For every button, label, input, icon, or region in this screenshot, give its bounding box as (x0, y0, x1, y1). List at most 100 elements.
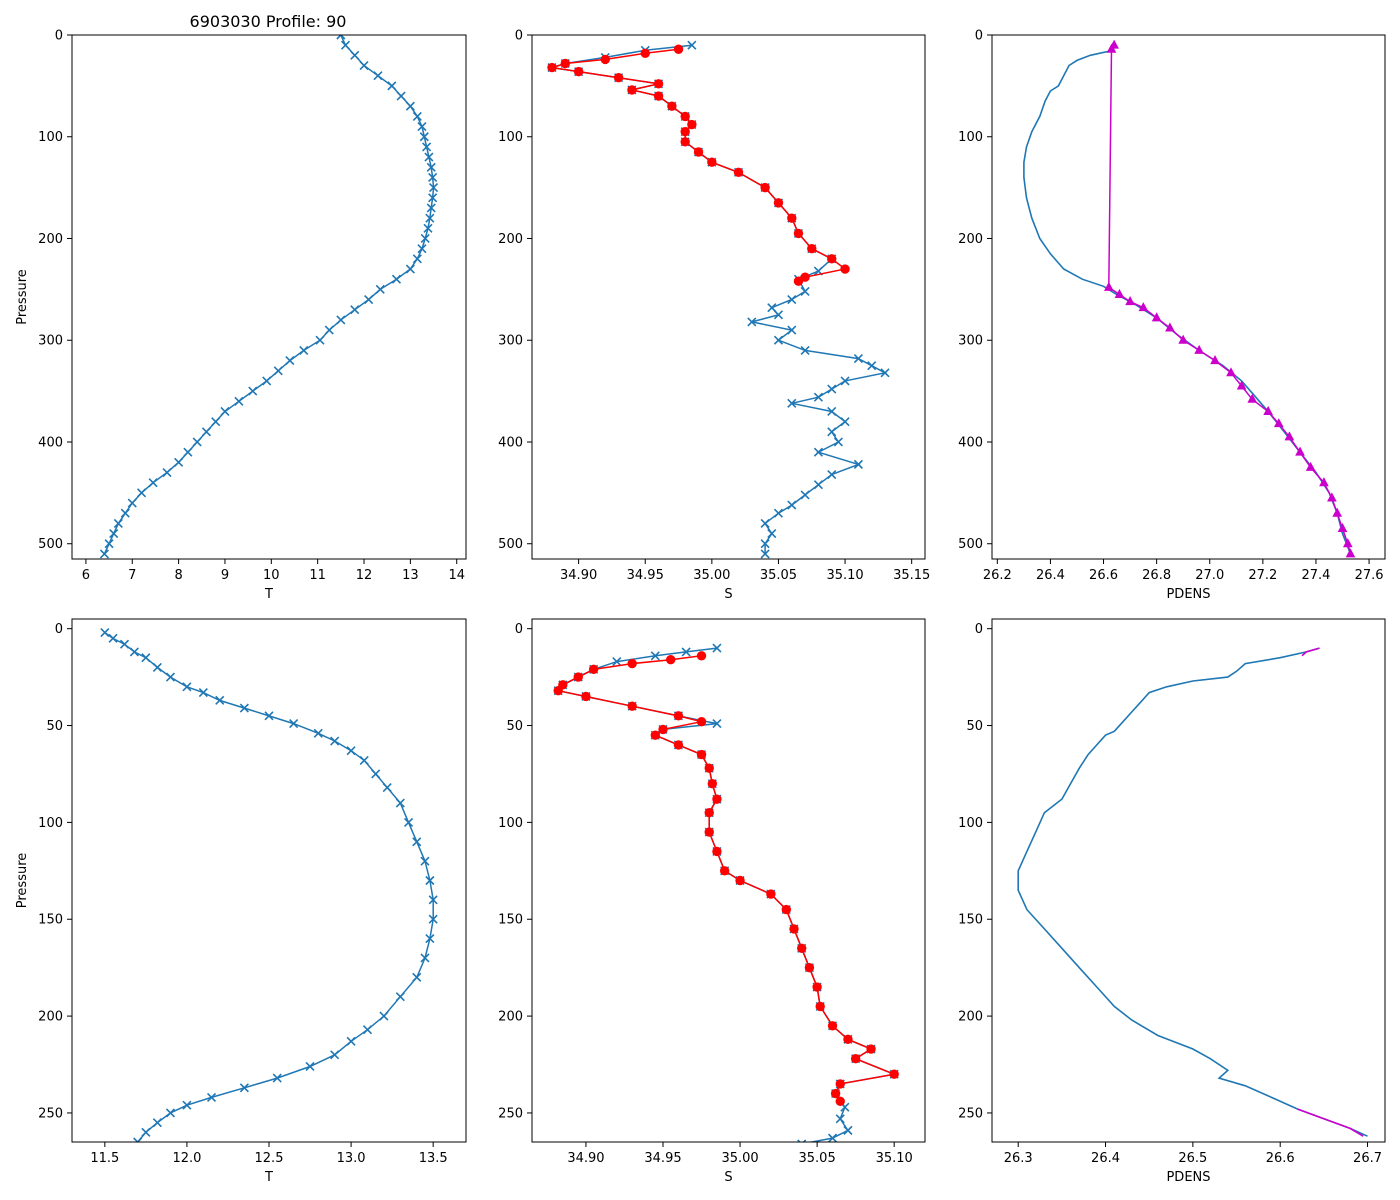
circle-marker (667, 101, 677, 111)
circle-marker (781, 904, 791, 915)
triangle-marker (1151, 312, 1162, 322)
x-marker (336, 35, 346, 40)
x-marker (239, 1083, 249, 1093)
series-line (551, 48, 847, 282)
x-marker (853, 459, 863, 469)
x-tick-label: 26.3 (1004, 1151, 1033, 1166)
series-line (556, 655, 897, 1102)
triangle-marker (1236, 380, 1247, 390)
x-tick-label: 26.4 (1091, 1151, 1120, 1166)
circle-marker (673, 44, 684, 54)
y-tick-label: 100 (958, 816, 983, 831)
circle-marker (573, 672, 583, 682)
y-tick-label: 100 (38, 816, 63, 831)
circle-marker (735, 875, 745, 886)
x-axis-title: S (724, 587, 732, 602)
x-marker (379, 1011, 389, 1021)
x-marker (141, 1127, 151, 1137)
series-flagged-s (547, 44, 850, 286)
circle-marker (789, 924, 799, 934)
series-pdens (1023, 46, 1352, 555)
x-marker (119, 639, 130, 649)
x-marker (364, 294, 374, 305)
x-marker (853, 353, 863, 364)
x-marker (382, 782, 392, 793)
x-marker (315, 335, 325, 345)
circle-marker (560, 58, 571, 69)
x-marker (867, 361, 877, 371)
x-marker (336, 315, 346, 325)
x-marker (239, 703, 249, 713)
x-marker (425, 213, 435, 223)
x-tick-label: 35.10 (876, 1151, 913, 1166)
x-marker (141, 653, 151, 663)
y-tick-label: 500 (498, 537, 523, 552)
triangle-marker (1337, 522, 1348, 532)
chart-bottom-temperature: 11.5 12.0 12.5 13.0 13.5 0 50 100 150 200 250 T Pres… (15, 618, 467, 1185)
plot-area (100, 627, 438, 1142)
chart-top-temperature: 6 7 8 9 10 11 12 13 14 0 100 200 300 400 500 T Pressure (15, 29, 467, 602)
x-marker (201, 427, 211, 437)
circle-marker (547, 62, 557, 73)
series-t (100, 627, 438, 1142)
y-tick-label: 400 (498, 435, 523, 450)
x-marker (129, 647, 139, 657)
x-marker (395, 992, 405, 1002)
y-tick-label: 200 (498, 232, 523, 247)
circle-marker (600, 54, 610, 65)
x-tick-label: 13 (402, 568, 419, 583)
circle-marker (650, 730, 660, 740)
x-marker (428, 172, 438, 183)
x-marker (324, 325, 334, 335)
circle-marker (573, 66, 584, 77)
circle-marker (696, 716, 707, 727)
triangle-marker (1342, 538, 1353, 548)
axes-frame (71, 618, 467, 1143)
x-marker (198, 688, 208, 698)
x-marker (264, 711, 274, 721)
y-tick-label: 200 (498, 1010, 523, 1025)
triangle-marker (1165, 322, 1175, 332)
x-marker (835, 1114, 845, 1124)
x-marker (428, 914, 438, 924)
x-tick-label: 27.0 (1195, 568, 1224, 583)
x-marker (165, 672, 176, 682)
triangle-marker (1104, 281, 1114, 291)
circle-marker (840, 264, 850, 274)
x-marker (760, 549, 770, 559)
x-marker (843, 1125, 853, 1135)
circle-marker (889, 1069, 899, 1079)
y-tick-label: 500 (38, 537, 63, 552)
x-axis-title: PDENS (1166, 1170, 1210, 1185)
triangle-marker (1194, 344, 1204, 354)
x-marker (305, 1061, 315, 1072)
circle-marker (812, 982, 822, 992)
x-marker (773, 335, 784, 345)
series-flagged-s (553, 651, 899, 1107)
triangle-marker (1305, 461, 1316, 471)
circle-marker (673, 711, 684, 721)
series-line (1297, 1108, 1364, 1137)
x-marker (827, 469, 837, 480)
y-tick-label: 0 (975, 622, 983, 637)
x-marker (760, 539, 770, 549)
y-tick-label: 400 (958, 435, 983, 450)
x-marker (373, 71, 383, 81)
triangle-marker (1327, 492, 1337, 502)
x-marker (880, 368, 890, 378)
chart-bottom-density: 26.3 26.4 26.5 26.6 26.7 0 50 100 150 200 250 PDENS (958, 618, 1386, 1185)
circle-marker (797, 943, 807, 953)
y-tick-label: 250 (958, 1106, 983, 1121)
plot-area (547, 40, 890, 559)
x-marker (687, 40, 697, 50)
x-marker (800, 286, 810, 296)
circle-marker (696, 651, 707, 661)
series-flagged-pdens-deep (1297, 1108, 1364, 1137)
circle-marker (835, 1096, 845, 1107)
x-marker (104, 539, 114, 549)
x-marker (747, 317, 757, 327)
circle-marker (653, 91, 664, 101)
triangle-marker (1345, 548, 1356, 558)
x-tick-label: 13.0 (337, 1151, 366, 1166)
